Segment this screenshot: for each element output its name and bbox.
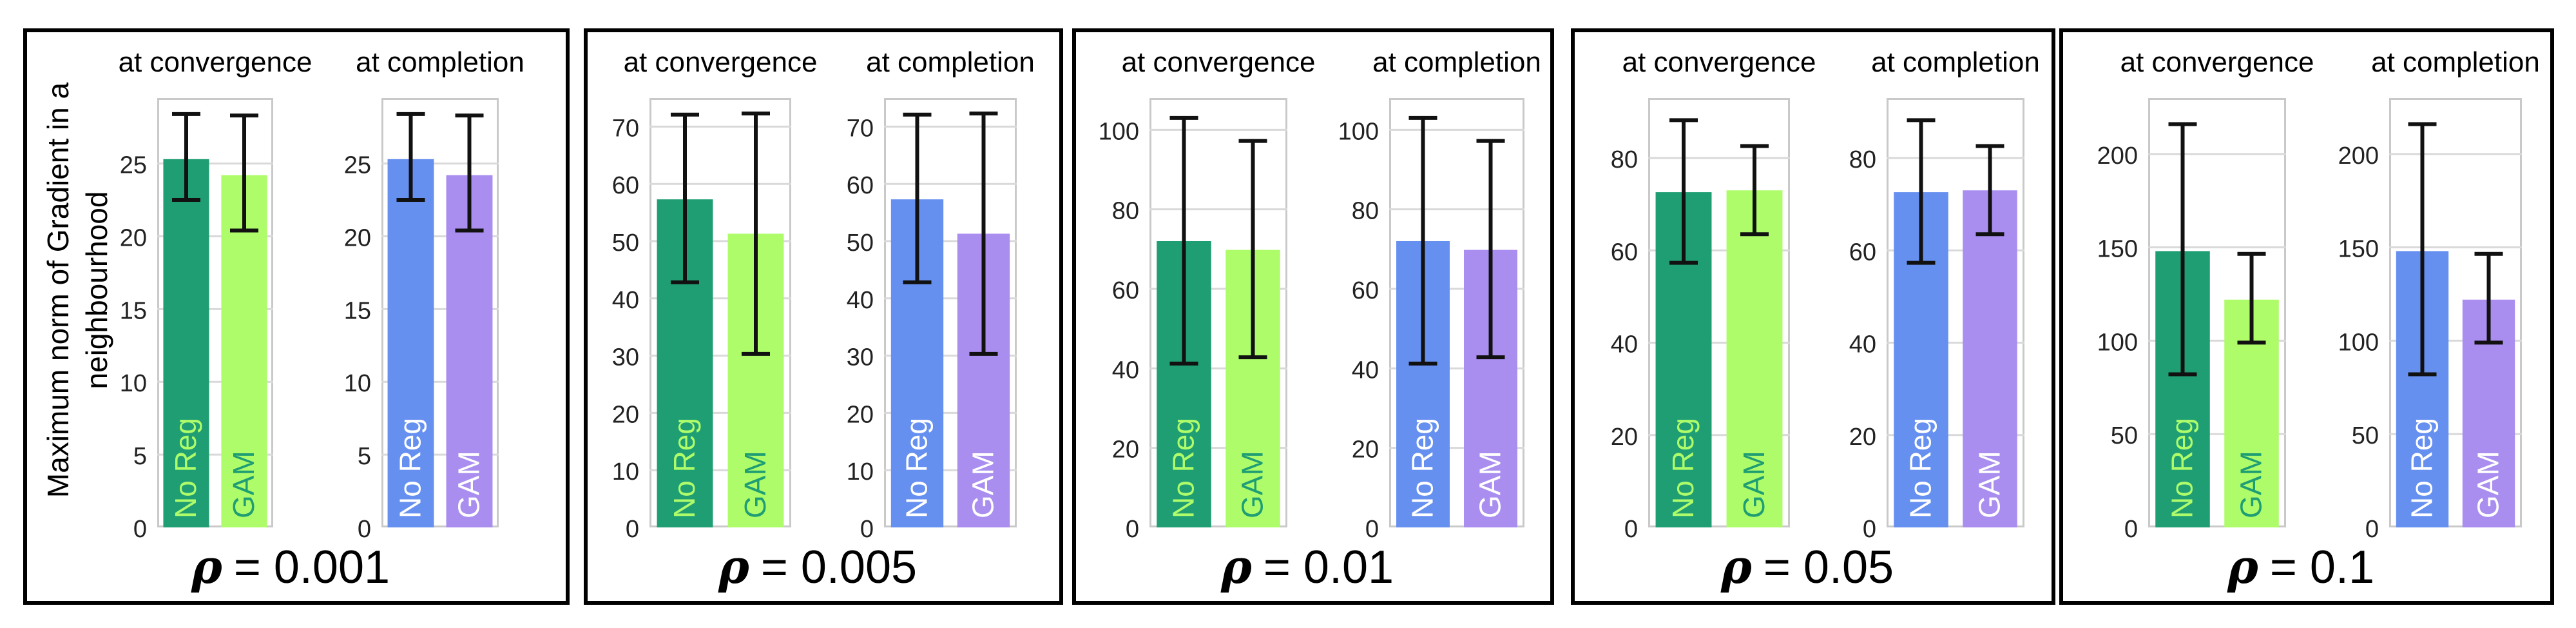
rho-symbol: ρ: [2227, 539, 2258, 594]
plot-area: [1389, 98, 1524, 527]
panel-frame-4: [2059, 28, 2554, 605]
rho-label: ρ = 0.05: [1620, 539, 2006, 594]
panel-frame-1: [584, 28, 1063, 605]
rho-label: ρ = 0.001: [103, 539, 490, 594]
plot-area: [1149, 98, 1287, 527]
plot-area: [1648, 98, 1790, 527]
plot-area: [649, 98, 791, 527]
rho-symbol: ρ: [718, 539, 749, 594]
subplot-title: at completion: [356, 46, 524, 78]
rho-value: = 0.05: [1763, 542, 1894, 593]
rho-label: ρ = 0.01: [1120, 539, 1506, 594]
subplot-title: at completion: [866, 46, 1035, 78]
rho-value: = 0.001: [233, 542, 390, 593]
rho-value: = 0.01: [1263, 542, 1394, 593]
rho-value: = 0.005: [760, 542, 918, 593]
plot-area: [381, 98, 499, 527]
plot-area: [884, 98, 1017, 527]
subplot-title: at convergence: [1622, 46, 1816, 78]
subplot-title: at convergence: [1121, 46, 1316, 78]
subplot-title: at completion: [1871, 46, 2040, 78]
rho-symbol: ρ: [191, 539, 222, 594]
rho-symbol: ρ: [1220, 539, 1252, 594]
rho-label: ρ = 0.1: [2113, 539, 2500, 594]
plot-area: [2148, 98, 2286, 527]
panel-frame-3: [1571, 28, 2055, 605]
rho-symbol: ρ: [1720, 539, 1752, 594]
plot-area: [2389, 98, 2522, 527]
subplot-title: at completion: [1372, 46, 1541, 78]
panel-frame-0: [23, 28, 570, 605]
rho-value: = 0.1: [2269, 542, 2375, 593]
rho-label: ρ = 0.005: [630, 539, 1017, 594]
subplot-title: at convergence: [118, 46, 312, 78]
subplot-title: at convergence: [2120, 46, 2314, 78]
panel-frame-2: [1072, 28, 1554, 605]
plot-area: [157, 98, 273, 527]
subplot-title: at convergence: [623, 46, 818, 78]
subplot-title: at completion: [2371, 46, 2540, 78]
plot-area: [1887, 98, 2024, 527]
